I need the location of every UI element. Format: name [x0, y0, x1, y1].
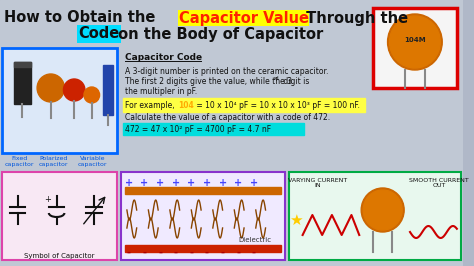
Text: ★: ★	[289, 213, 302, 227]
Circle shape	[363, 190, 402, 230]
Text: +: +	[140, 178, 148, 188]
Text: Symbol of Capacitor: Symbol of Capacitor	[24, 253, 95, 259]
Text: Code: Code	[78, 27, 119, 41]
Text: -: -	[252, 248, 256, 258]
Bar	[103, 65, 113, 115]
FancyBboxPatch shape	[373, 8, 457, 88]
Text: The first 2 digits give the value, while the 3: The first 2 digits give the value, while…	[125, 77, 292, 86]
Text: +: +	[250, 178, 258, 188]
Text: Polarized
capacitor: Polarized capacitor	[39, 156, 68, 167]
Text: Capacitor Code: Capacitor Code	[125, 52, 202, 61]
Text: Fixed
capacitor: Fixed capacitor	[5, 156, 34, 167]
Text: +: +	[156, 178, 164, 188]
Text: +: +	[234, 178, 242, 188]
Text: +: +	[219, 178, 227, 188]
Text: -: -	[236, 248, 240, 258]
Bar	[14, 62, 31, 104]
Text: 104: 104	[179, 101, 194, 110]
Text: Through the: Through the	[301, 10, 408, 26]
Text: rd: rd	[273, 77, 279, 81]
Text: -: -	[205, 248, 209, 258]
Text: -: -	[143, 248, 146, 258]
Bar	[123, 98, 365, 112]
Text: Calculate the value of a capacitor with a code of 472.: Calculate the value of a capacitor with …	[125, 114, 330, 123]
Text: +: +	[44, 195, 51, 204]
FancyBboxPatch shape	[2, 48, 117, 153]
Text: +: +	[187, 178, 195, 188]
Text: = 10 x 10⁴ pF = 10 x 10 x 10³ pF = 100 nF.: = 10 x 10⁴ pF = 10 x 10 x 10³ pF = 100 n…	[194, 101, 360, 110]
Bar	[125, 245, 281, 252]
Text: 472 = 47 x 10² pF = 4700 pF = 4.7 nF: 472 = 47 x 10² pF = 4700 pF = 4.7 nF	[125, 124, 271, 134]
Text: -: -	[220, 248, 225, 258]
FancyBboxPatch shape	[289, 172, 461, 260]
Circle shape	[37, 74, 64, 102]
Text: Capacitor Value: Capacitor Value	[179, 10, 309, 26]
Text: A 3-digit number is printed on the ceramic capacitor.: A 3-digit number is printed on the ceram…	[125, 66, 328, 76]
Bar	[14, 62, 31, 67]
Bar	[123, 123, 304, 135]
Text: +: +	[203, 178, 211, 188]
Text: on the Body of Capacitor: on the Body of Capacitor	[113, 27, 323, 41]
Text: Dielectric: Dielectric	[238, 237, 272, 243]
Text: +: +	[125, 178, 133, 188]
Circle shape	[390, 16, 440, 68]
Circle shape	[84, 87, 100, 103]
Text: digit is: digit is	[281, 77, 310, 86]
Bar	[125, 187, 281, 194]
Text: -: -	[173, 248, 178, 258]
Circle shape	[388, 14, 442, 70]
Text: For example,: For example,	[125, 101, 177, 110]
FancyBboxPatch shape	[2, 172, 117, 260]
Text: -: -	[158, 248, 162, 258]
Text: -: -	[189, 248, 193, 258]
Text: +: +	[172, 178, 180, 188]
Text: How to Obtain the: How to Obtain the	[4, 10, 160, 26]
Circle shape	[64, 79, 85, 101]
Text: Variable
capacitor: Variable capacitor	[78, 156, 108, 167]
Text: SMOOTH CURRENT
OUT: SMOOTH CURRENT OUT	[410, 178, 469, 188]
Text: 104M: 104M	[404, 37, 426, 43]
Text: -: -	[127, 248, 131, 258]
Text: the multipler in pF.: the multipler in pF.	[125, 86, 197, 95]
Text: VARYING CURRENT
IN: VARYING CURRENT IN	[288, 178, 347, 188]
FancyBboxPatch shape	[121, 172, 285, 260]
Circle shape	[361, 188, 404, 232]
